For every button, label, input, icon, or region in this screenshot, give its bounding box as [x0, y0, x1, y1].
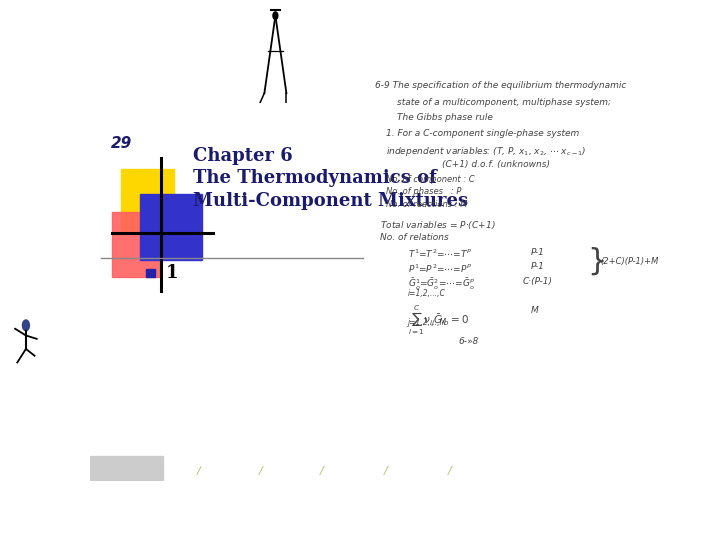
Text: /: / — [384, 465, 387, 476]
Text: Chapter 6: Chapter 6 — [193, 146, 293, 165]
Bar — [112, 212, 160, 277]
Text: 29: 29 — [111, 136, 132, 151]
Text: $\bar{G}_o^1$=$\bar{G}_o^2$=$\cdots$=$\bar{G}_o^P$: $\bar{G}_o^1$=$\bar{G}_o^2$=$\cdots$=$\b… — [408, 277, 475, 292]
Bar — [90, 456, 163, 481]
Text: 6-»8: 6-»8 — [459, 337, 479, 346]
Text: P-1: P-1 — [531, 262, 545, 271]
Text: state of a multicomponent, multiphase system;: state of a multicomponent, multiphase sy… — [397, 98, 611, 107]
Text: $P^1$=$P^2$=$\cdots$=$P^P$: $P^1$=$P^2$=$\cdots$=$P^P$ — [408, 262, 472, 275]
Text: /: / — [197, 465, 201, 476]
Text: No. of phases   : P: No. of phases : P — [386, 187, 461, 196]
Bar — [145, 268, 155, 277]
Text: $T^1$=$T^2$=$\cdots$=$T^P$: $T^1$=$T^2$=$\cdots$=$T^P$ — [408, 248, 472, 260]
Text: 6-9 The specification of the equilibrium thermodynamic: 6-9 The specification of the equilibrium… — [374, 82, 626, 90]
Text: P-1: P-1 — [531, 248, 545, 256]
Text: No. of relations: No. of relations — [380, 233, 449, 242]
Bar — [140, 194, 202, 260]
Text: 1: 1 — [166, 264, 179, 282]
Text: The Thermodynamics of: The Thermodynamics of — [193, 170, 437, 187]
Text: Multi-Component Mixtures: Multi-Component Mixtures — [193, 192, 468, 210]
Text: independent variables: (T, P, $x_1$, $x_2$, $\cdots$ $x_{c-1}$): independent variables: (T, P, $x_1$, $x_… — [386, 145, 586, 158]
Text: /: / — [320, 465, 323, 476]
Text: j=1,2,...,M: j=1,2,...,M — [408, 319, 447, 327]
Circle shape — [273, 12, 278, 19]
Text: (2+C)(P-1)+M: (2+C)(P-1)+M — [600, 256, 659, 266]
Text: M: M — [531, 306, 539, 315]
Text: 1. For a C-component single-phase system: 1. For a C-component single-phase system — [386, 129, 579, 138]
Text: /: / — [258, 465, 262, 476]
Circle shape — [22, 320, 30, 330]
Text: No. of reactions : M: No. of reactions : M — [386, 199, 467, 208]
Text: C·(P-1): C·(P-1) — [523, 277, 552, 286]
Text: i=1,2,...,C: i=1,2,...,C — [408, 288, 446, 298]
Text: /: / — [448, 465, 451, 476]
Text: No. of component : C: No. of component : C — [386, 174, 474, 184]
Text: $\}$: $\}$ — [587, 245, 604, 277]
Bar — [121, 168, 174, 233]
Text: $\sum_{i=1}^{C} \nu_{ij}\bar{G}_{io} = 0$: $\sum_{i=1}^{C} \nu_{ij}\bar{G}_{io} = 0… — [408, 304, 469, 337]
Text: (C+1) d.o.f. (unknowns): (C+1) d.o.f. (unknowns) — [441, 160, 549, 168]
Text: Total variables = P$\cdot$(C+1): Total variables = P$\cdot$(C+1) — [380, 219, 496, 231]
Text: The Gibbs phase rule: The Gibbs phase rule — [397, 113, 492, 122]
